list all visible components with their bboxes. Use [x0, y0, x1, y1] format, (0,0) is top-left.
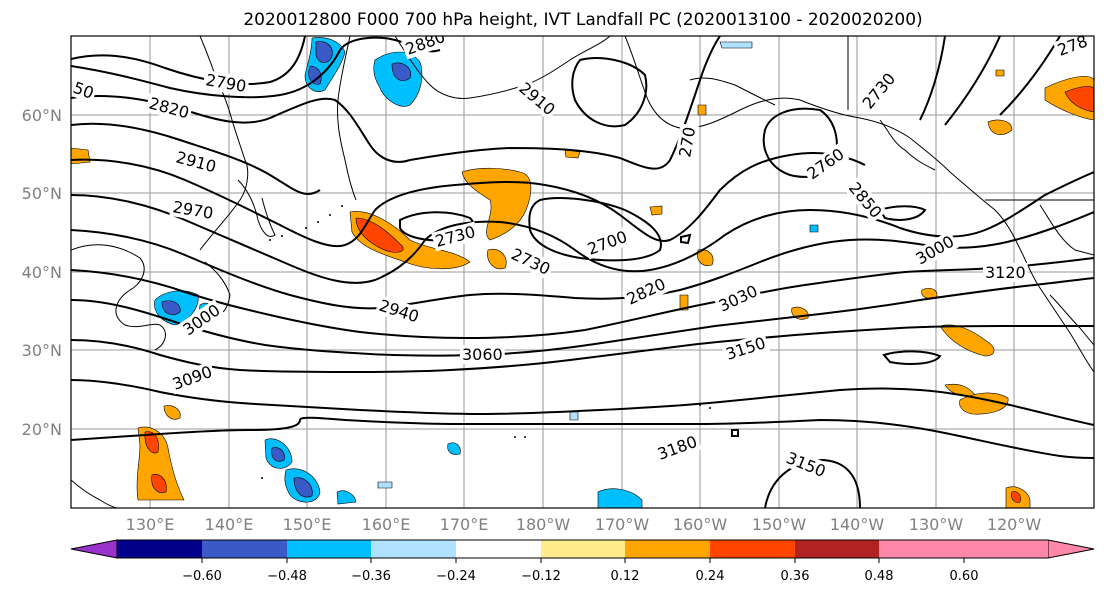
- latitude-labels: 60°N 50°N 40°N 30°N 20°N: [22, 106, 62, 439]
- lon-label: 180°W: [516, 515, 571, 534]
- colorbar-tick: −0.60: [182, 569, 222, 584]
- contour-label: 3120: [985, 263, 1026, 282]
- colorbar: −0.60 −0.48 −0.36 −0.24 −0.12 0.12 0.24 …: [70, 539, 1095, 584]
- colorbar-segment: [202, 540, 287, 558]
- date-line-trace: [261, 205, 711, 479]
- lon-label: 140°W: [830, 515, 885, 534]
- contour-label: 3060: [462, 345, 503, 364]
- map-frame: [70, 35, 1095, 509]
- lat-label: 30°N: [22, 341, 62, 360]
- colorbar-extend-min: [70, 539, 118, 559]
- colorbar-segment: [117, 540, 202, 558]
- ivt-negative-patches: [154, 37, 819, 508]
- longitude-labels: 130°E 140°E 150°E 160°E 170°E 180°W 170°…: [126, 515, 1042, 534]
- colorbar-extend-max: [1047, 539, 1095, 559]
- ivt-positive-patches: [71, 69, 1094, 508]
- map-title: 2020012800 F000 700 hPa height, IVT Land…: [243, 10, 922, 30]
- colorbar-segment: [879, 540, 964, 558]
- colorbar-tick: −0.24: [436, 569, 476, 584]
- colorbar-segment: [625, 540, 710, 558]
- lat-label: 60°N: [22, 106, 62, 125]
- colorbar-tick: 0.36: [781, 569, 810, 584]
- colorbar-segment: [371, 540, 456, 558]
- colorbar-segment: [541, 540, 625, 558]
- colorbar-tick: 0.12: [611, 569, 640, 584]
- colorbar-segment: [287, 540, 371, 558]
- lon-label: 150°E: [283, 515, 332, 534]
- lat-label: 50°N: [22, 184, 62, 203]
- lon-label: 120°W: [987, 515, 1042, 534]
- lon-label: 160°E: [362, 515, 411, 534]
- colorbar-segment: [964, 540, 1048, 558]
- lon-label: 130°E: [126, 515, 175, 534]
- colorbar-tick: −0.48: [267, 569, 307, 584]
- lon-label: 170°E: [440, 515, 489, 534]
- colorbar-tick: 0.60: [950, 569, 979, 584]
- lat-label: 20°N: [22, 420, 62, 439]
- colorbar-ticklabels: −0.60 −0.48 −0.36 −0.24 −0.12 0.12 0.24 …: [182, 569, 978, 584]
- lon-label: 130°W: [909, 515, 964, 534]
- lon-label: 160°W: [673, 515, 728, 534]
- colorbar-segment: [710, 540, 795, 558]
- lat-label: 40°N: [22, 263, 62, 282]
- map-content: 2880 2790 2910 2820 2910 2970 2730 2730 …: [71, 36, 1094, 508]
- colorbar-segment: [456, 540, 541, 558]
- colorbar-tick: −0.36: [351, 569, 391, 584]
- colorbar-tick: 0.48: [865, 569, 894, 584]
- colorbar-segment: [795, 540, 879, 558]
- colorbar-tick: 0.24: [696, 569, 725, 584]
- lon-label: 170°W: [595, 515, 650, 534]
- colorbar-tick: −0.12: [521, 569, 561, 584]
- lon-label: 140°E: [205, 515, 254, 534]
- lon-label: 150°W: [752, 515, 807, 534]
